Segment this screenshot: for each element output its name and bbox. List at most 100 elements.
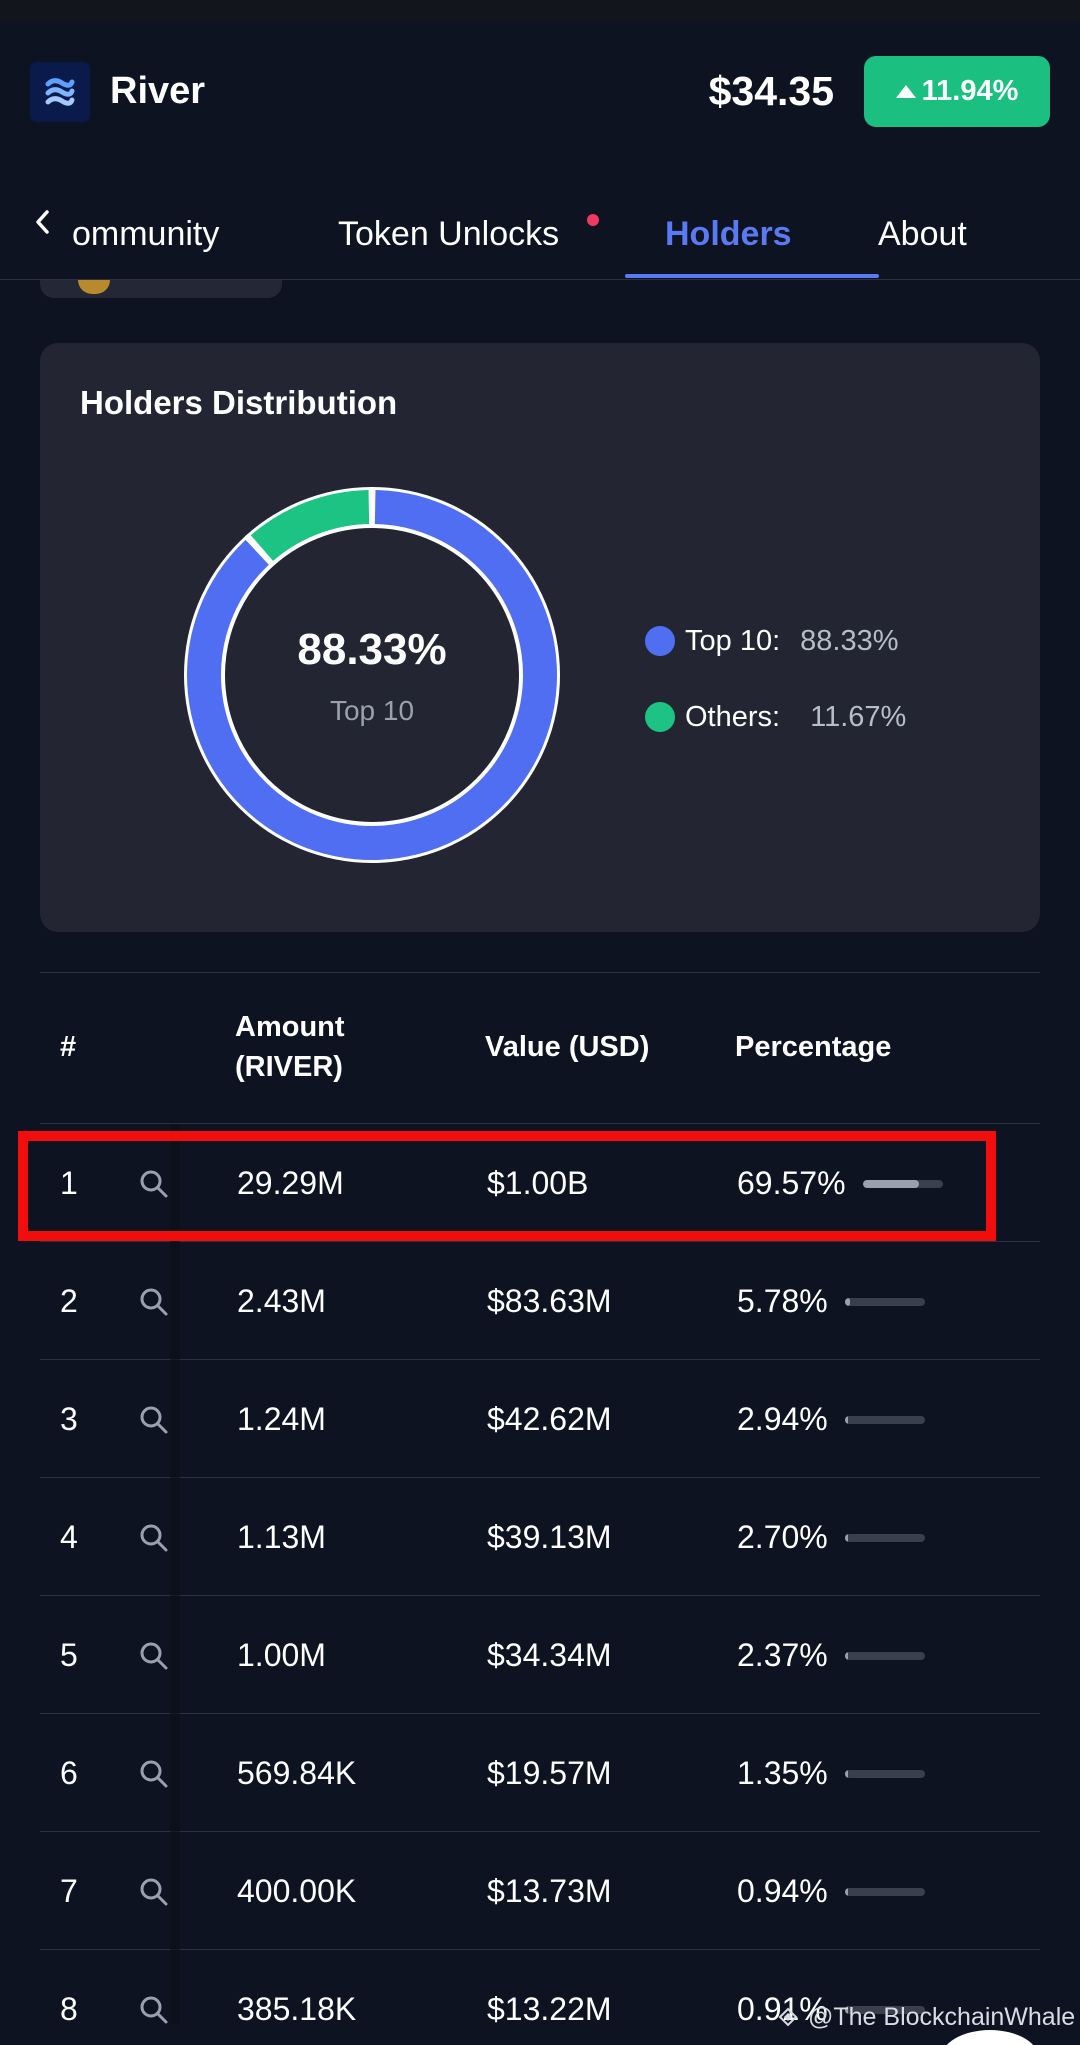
sticky-column-shadow	[170, 1124, 180, 2024]
search-icon[interactable]	[138, 1404, 170, 1436]
percentage-bar-fill	[845, 1888, 849, 1896]
cell-percentage: 69.57%	[737, 1165, 846, 1201]
donut-separator	[244, 533, 274, 565]
search-icon[interactable]	[138, 1522, 170, 1554]
cell-value: $34.34M	[487, 1637, 612, 1673]
search-icon[interactable]	[138, 1168, 170, 1200]
tab-community[interactable]: ommunity	[72, 215, 220, 253]
percentage-bar	[845, 1888, 925, 1896]
search-icon[interactable]	[138, 1758, 170, 1790]
table-row[interactable]: 6 569.84K $19.57M 1.35%	[40, 1714, 1040, 1832]
search-icon[interactable]	[138, 1876, 170, 1908]
coin-icon	[78, 280, 110, 294]
cell-rank: 2	[60, 1283, 78, 1319]
watermark-logo-icon	[778, 2007, 798, 2027]
donut-center-label: Top 10	[329, 695, 415, 726]
cell-amount: 1.00M	[237, 1637, 326, 1673]
cell-value: $13.73M	[487, 1873, 612, 1909]
table-row[interactable]: 1 29.29M $1.00B 69.57%	[40, 1124, 1040, 1242]
up-arrow-icon	[895, 85, 916, 98]
table-row[interactable]: 7 400.00K $13.73M 0.94%	[40, 1832, 1040, 1950]
percentage-bar	[845, 1534, 925, 1542]
percentage-bar	[845, 1652, 925, 1660]
cell-rank: 6	[60, 1755, 78, 1791]
cell-amount: 400.00K	[237, 1873, 357, 1909]
percentage-bar-fill	[845, 1416, 849, 1424]
cell-rank: 4	[60, 1519, 78, 1555]
column-header-value: Value (USD)	[485, 1031, 650, 1063]
cell-amount: 29.29M	[237, 1165, 344, 1201]
top-bar: River $34.35 11.94%	[0, 20, 1080, 162]
floating-button[interactable]	[940, 2030, 1040, 2045]
cell-rank: 7	[60, 1873, 78, 1909]
percentage-bar-fill	[845, 1652, 849, 1660]
percentage-bar	[845, 1416, 925, 1424]
cell-value: $39.13M	[487, 1519, 612, 1555]
cell-amount: 1.13M	[237, 1519, 326, 1555]
search-icon[interactable]	[138, 1640, 170, 1672]
search-icon[interactable]	[138, 1994, 170, 2026]
legend-item-others: Others: 11.67%	[645, 697, 906, 737]
table-row[interactable]: 5 1.00M $34.34M 2.37%	[40, 1596, 1040, 1714]
cell-rank: 3	[60, 1401, 78, 1437]
chevron-left-icon	[36, 210, 49, 234]
cell-amount: 2.43M	[237, 1283, 326, 1319]
table-row[interactable]: 4 1.13M $39.13M 2.70%	[40, 1478, 1040, 1596]
cell-amount: 385.18K	[237, 1991, 357, 2027]
price-change-badge: 11.94%	[864, 56, 1050, 127]
legend-item-top10: Top 10: 88.33%	[645, 621, 899, 661]
cell-amount: 569.84K	[237, 1755, 357, 1791]
watermark-text: @The BlockchainWhale	[808, 2003, 1076, 2031]
table-row[interactable]: 3 1.24M $42.62M 2.94%	[40, 1360, 1040, 1478]
app-name: River	[110, 70, 206, 112]
tab-token-unlocks[interactable]: Token Unlocks	[338, 215, 560, 253]
percentage-bar-fill	[863, 1180, 919, 1188]
tab-holders[interactable]: Holders	[665, 215, 792, 253]
cell-percentage: 1.35%	[737, 1755, 828, 1791]
cell-percentage: 2.37%	[737, 1637, 828, 1673]
active-tab-indicator	[625, 274, 879, 278]
cell-value: $83.63M	[487, 1283, 612, 1319]
table-header: # Amount (RIVER) Value (USD) Percentage	[40, 972, 1040, 1124]
cell-value: $1.00B	[487, 1165, 589, 1201]
back-button[interactable]	[22, 202, 62, 242]
column-header-amount: Amount (RIVER)	[235, 1011, 345, 1083]
percentage-bar-fill	[845, 1770, 849, 1778]
tab-about[interactable]: About	[878, 215, 967, 253]
column-header-percentage: Percentage	[735, 1031, 892, 1063]
legend-label: Others:	[685, 700, 781, 733]
cell-rank: 5	[60, 1637, 78, 1673]
watermark: @The BlockchainWhale	[776, 2002, 1075, 2032]
status-strip	[0, 0, 1080, 20]
percentage-bar	[845, 1770, 925, 1778]
holders-distribution-card: Holders Distribution 88.33% Top 10 Top 1…	[40, 343, 1040, 932]
cell-rank: 8	[60, 1991, 78, 2027]
river-logo	[30, 62, 90, 122]
legend-dot-top10	[645, 626, 675, 656]
cell-percentage: 0.91%	[737, 1991, 828, 2027]
notification-dot	[587, 214, 599, 226]
price-change-value: 11.94%	[921, 75, 1019, 107]
legend-label: Top 10:	[685, 624, 781, 657]
table-row[interactable]: 2 2.43M $83.63M 5.78%	[40, 1242, 1040, 1360]
highlight-box	[18, 1131, 996, 1241]
cell-percentage: 2.94%	[737, 1401, 828, 1437]
partial-card	[40, 280, 282, 298]
percentage-bar	[845, 1298, 925, 1306]
tab-bar: ommunity Token Unlocks Holders About	[0, 162, 1080, 280]
cell-percentage: 5.78%	[737, 1283, 828, 1319]
percentage-bar-fill	[845, 2006, 849, 2014]
cell-rank: 1	[60, 1165, 78, 1201]
donut-center-value: 88.33%	[297, 625, 447, 674]
search-icon[interactable]	[138, 1286, 170, 1318]
percentage-bar-fill	[845, 1298, 850, 1306]
table-row[interactable]: 8 385.18K $13.22M 0.91%	[40, 1950, 1040, 2045]
percentage-bar	[845, 2006, 925, 2014]
cell-value: $42.62M	[487, 1401, 612, 1437]
cell-percentage: 0.94%	[737, 1873, 828, 1909]
legend-dot-others	[645, 702, 675, 732]
column-header-rank: #	[60, 1031, 77, 1063]
donut-segment-others	[250, 490, 370, 562]
cell-value: $13.22M	[487, 1991, 612, 2027]
cell-amount: 1.24M	[237, 1401, 326, 1437]
